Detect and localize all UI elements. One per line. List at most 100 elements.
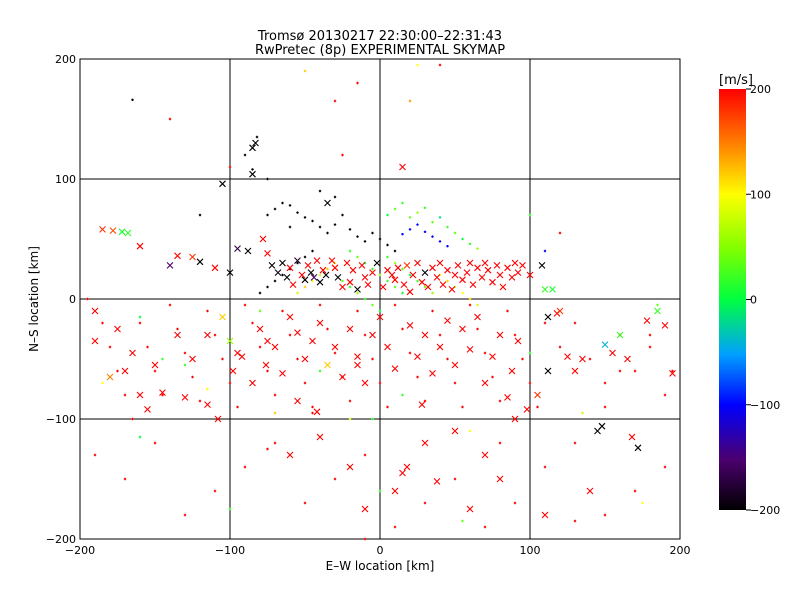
point-dot-47 xyxy=(446,357,449,361)
colorbar-gradient xyxy=(719,89,746,510)
grid-lines xyxy=(80,59,680,539)
point-cross-95 xyxy=(549,286,556,293)
point-dot-5 xyxy=(131,417,134,421)
point-cross-108 xyxy=(634,444,642,452)
point-dot-149 xyxy=(431,221,434,224)
point-cross-183 xyxy=(481,451,489,459)
point-dot-40 xyxy=(393,303,397,307)
point-dot-76 xyxy=(303,501,307,505)
point-dot-156 xyxy=(348,249,352,253)
point-cross-6 xyxy=(174,252,181,260)
point-dot-150 xyxy=(438,216,442,219)
point-dot-133 xyxy=(416,223,419,226)
point-cross-150 xyxy=(433,478,441,485)
point-cross-41 xyxy=(346,278,354,286)
point-cross-129 xyxy=(301,355,309,363)
point-dot-124 xyxy=(348,228,352,231)
point-dot-71 xyxy=(153,441,157,445)
point-cross-68 xyxy=(448,286,456,293)
point-dot-218 xyxy=(573,519,577,523)
point-dot-132 xyxy=(408,228,412,231)
point-dot-103 xyxy=(333,99,337,103)
point-cross-125 xyxy=(271,343,279,351)
point-cross-123 xyxy=(256,325,264,333)
y-axis-ticks: −200 −100 0 100 200 xyxy=(46,53,680,546)
point-dot-113 xyxy=(266,213,269,217)
point-cross-182 xyxy=(451,427,459,435)
point-dot-37 xyxy=(371,357,374,361)
point-dot-59 xyxy=(536,405,539,409)
point-cross-186 xyxy=(586,487,594,495)
point-dot-86 xyxy=(603,513,607,517)
point-dot-7 xyxy=(146,345,149,349)
point-dot-88 xyxy=(663,465,667,469)
point-cross-45 xyxy=(361,274,369,281)
x-tick-label-4: 200 xyxy=(670,544,691,557)
point-dot-30 xyxy=(318,303,322,307)
point-dot-90 xyxy=(161,357,164,361)
point-dot-204 xyxy=(138,315,142,319)
point-cross-106 xyxy=(624,355,631,363)
point-cross-159 xyxy=(496,331,504,339)
point-dot-123 xyxy=(341,213,344,217)
point-dot-58 xyxy=(528,381,532,385)
point-cross-128 xyxy=(294,329,301,336)
point-dot-189 xyxy=(311,249,314,253)
point-dot-146 xyxy=(408,216,412,219)
point-cross-190 xyxy=(286,451,294,459)
point-dot-41 xyxy=(401,327,404,331)
x-tick-label-1: −100 xyxy=(215,544,245,557)
point-dot-69 xyxy=(93,453,97,457)
point-cross-112 xyxy=(669,370,676,377)
point-dot-130 xyxy=(393,249,397,253)
point-dot-82 xyxy=(483,525,487,529)
point-dot-208 xyxy=(461,519,464,523)
point-dot-63 xyxy=(588,357,592,361)
point-cross-62 xyxy=(424,283,432,291)
chart-subtitle: RwPretec (8p) EXPERIMENTAL SKYMAP xyxy=(255,43,505,58)
point-dot-16 xyxy=(213,333,217,337)
point-cross-176 xyxy=(129,349,136,357)
point-dot-191 xyxy=(296,261,299,265)
y-tick-label-2: 0 xyxy=(69,293,76,306)
point-cross-44 xyxy=(358,262,366,269)
point-cross-124 xyxy=(262,361,270,369)
point-cross-141 xyxy=(384,343,391,351)
point-dot-198 xyxy=(543,249,547,253)
point-cross-167 xyxy=(264,337,271,345)
point-cross-34 xyxy=(322,271,330,279)
point-dot-91 xyxy=(206,387,209,391)
point-cross-48 xyxy=(373,259,381,267)
point-dot-99 xyxy=(641,501,644,505)
point-cross-5 xyxy=(166,262,174,269)
point-cross-116 xyxy=(159,389,166,396)
point-dot-166 xyxy=(356,291,359,295)
point-cross-122 xyxy=(249,379,256,387)
point-cross-163 xyxy=(361,505,369,513)
point-cross-148 xyxy=(421,331,429,339)
point-dot-164 xyxy=(341,279,344,283)
colorbar: [m/s] 200 100 0 −100 −200 xyxy=(719,73,780,517)
point-dot-28 xyxy=(303,381,307,385)
point-dot-181 xyxy=(303,285,307,289)
point-cross-162 xyxy=(514,337,522,345)
colorbar-tick-label-2: 0 xyxy=(750,294,757,307)
point-dot-34 xyxy=(348,399,352,403)
y-tick-label-4: 200 xyxy=(55,53,76,66)
point-cross-43 xyxy=(354,286,361,293)
point-cross-132 xyxy=(316,319,324,327)
point-dot-50 xyxy=(468,303,472,307)
point-cross-93 xyxy=(544,313,552,321)
point-cross-74 xyxy=(469,281,477,288)
point-dot-107 xyxy=(228,165,232,169)
point-dot-80 xyxy=(423,501,427,505)
point-dot-141 xyxy=(251,168,254,171)
chart-title: Tromsø 20130217 22:30:00–22:31:43 xyxy=(257,29,502,44)
point-cross-84 xyxy=(508,274,516,281)
y-tick-label-3: 100 xyxy=(55,173,76,186)
point-cross-91 xyxy=(538,262,546,269)
point-cross-49 xyxy=(379,283,387,291)
y-tick-label-0: −200 xyxy=(46,533,76,546)
point-dot-66 xyxy=(633,369,637,373)
point-cross-7 xyxy=(189,253,196,261)
